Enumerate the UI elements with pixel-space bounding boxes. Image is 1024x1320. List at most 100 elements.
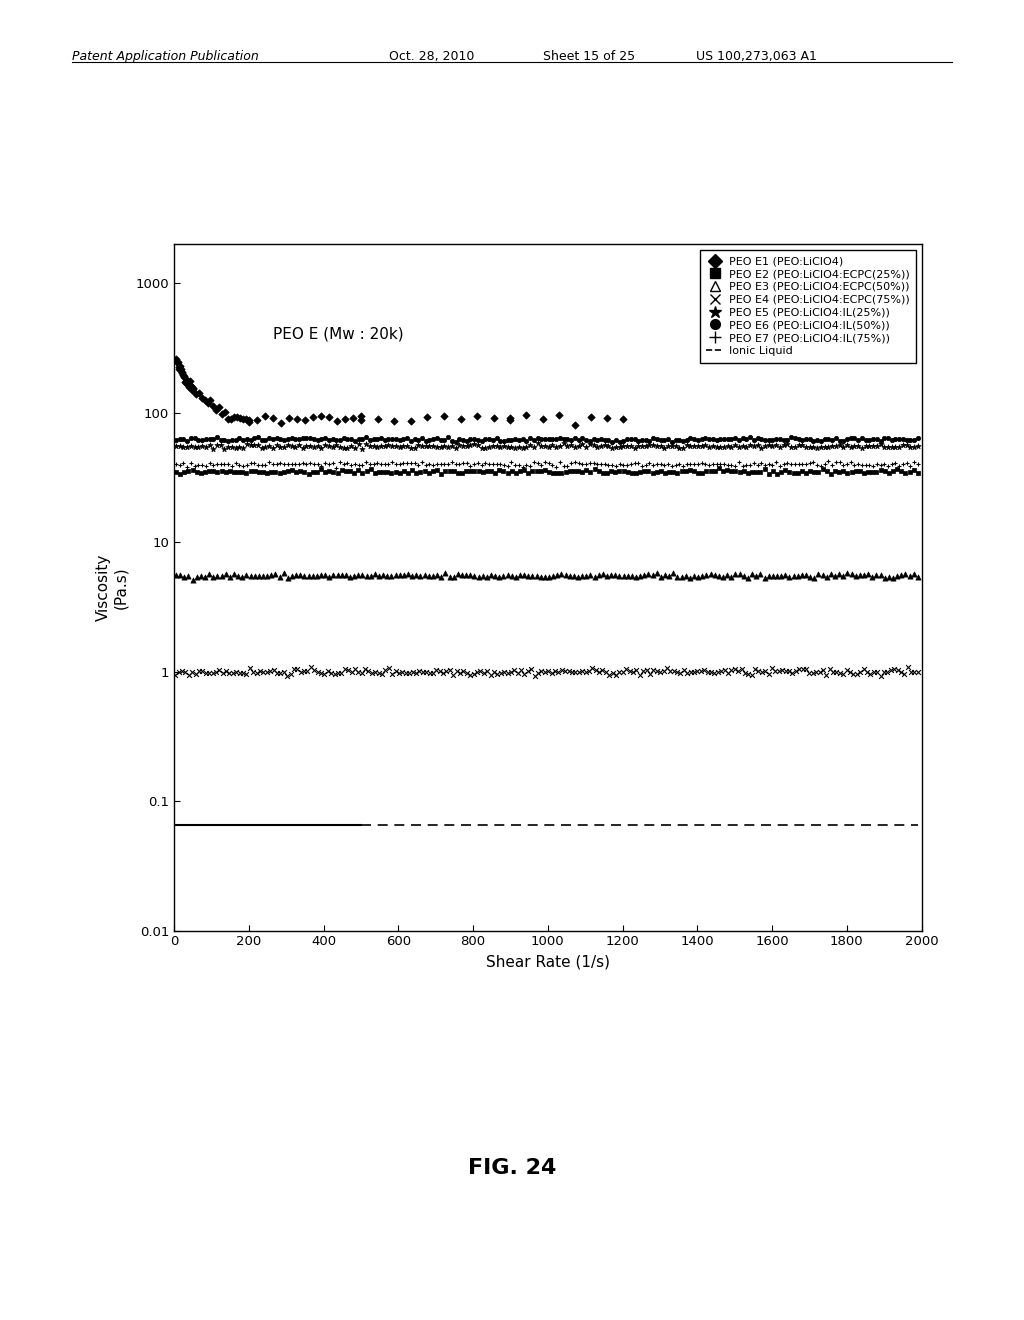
- Point: [268, 661, 285, 682]
- Point: [537, 451, 553, 473]
- Point: [520, 660, 537, 681]
- Point: [761, 663, 777, 684]
- Point: [421, 436, 437, 457]
- Point: [198, 436, 214, 457]
- Point: [693, 429, 710, 450]
- Point: [779, 429, 796, 450]
- Point: [623, 428, 639, 449]
- Point: [857, 455, 873, 477]
- Point: [656, 429, 673, 450]
- Point: [415, 661, 431, 682]
- Point: [893, 459, 909, 480]
- Point: [447, 438, 464, 459]
- Point: [716, 454, 732, 475]
- Point: [883, 660, 899, 681]
- Point: [388, 429, 404, 450]
- Point: [510, 663, 526, 684]
- Point: [317, 565, 334, 586]
- Point: [615, 461, 632, 482]
- Point: [559, 428, 575, 449]
- Point: [209, 426, 225, 447]
- Point: [738, 429, 755, 450]
- Point: [794, 434, 810, 455]
- Point: [645, 434, 662, 455]
- Point: [322, 461, 338, 482]
- Point: [906, 661, 923, 682]
- Point: [845, 663, 861, 684]
- Point: [352, 409, 370, 430]
- Point: [632, 462, 648, 483]
- Point: [541, 462, 557, 483]
- Point: [264, 453, 281, 474]
- Point: [177, 372, 194, 393]
- Point: [623, 436, 639, 457]
- Point: [784, 663, 801, 684]
- Point: [391, 462, 408, 483]
- Point: [481, 454, 498, 475]
- Point: [547, 661, 563, 682]
- Point: [263, 462, 280, 483]
- Point: [402, 453, 419, 474]
- Point: [312, 564, 329, 585]
- Point: [211, 397, 227, 418]
- Point: [727, 455, 743, 477]
- Point: [316, 428, 333, 449]
- Point: [425, 454, 441, 475]
- Point: [809, 437, 825, 458]
- Point: [690, 566, 707, 587]
- Point: [545, 454, 561, 475]
- Point: [720, 436, 736, 457]
- Point: [902, 437, 919, 458]
- Point: [302, 453, 318, 474]
- Point: [503, 437, 519, 458]
- Point: [218, 660, 234, 681]
- Point: [239, 434, 255, 455]
- Point: [246, 428, 262, 449]
- Point: [302, 428, 318, 449]
- Point: [330, 663, 346, 684]
- Point: [190, 454, 207, 475]
- Point: [168, 565, 184, 586]
- Point: [347, 453, 364, 474]
- Point: [503, 429, 519, 450]
- Point: [511, 455, 527, 477]
- Point: [384, 664, 400, 685]
- Point: [620, 565, 636, 586]
- Point: [462, 428, 478, 449]
- Point: [197, 462, 213, 483]
- Point: [528, 565, 545, 586]
- Point: [425, 663, 441, 684]
- Point: [689, 660, 706, 681]
- Point: [421, 663, 437, 684]
- Point: [469, 661, 485, 682]
- Point: [827, 428, 844, 449]
- Point: [816, 454, 833, 475]
- Point: [872, 430, 889, 451]
- Point: [287, 436, 303, 457]
- Point: [436, 436, 453, 457]
- Point: [242, 657, 258, 678]
- Point: [300, 463, 316, 484]
- Point: [432, 453, 449, 474]
- Point: [205, 454, 221, 475]
- Point: [634, 429, 650, 450]
- Point: [182, 371, 199, 392]
- Point: [599, 462, 615, 483]
- Point: [902, 455, 919, 477]
- Point: [548, 457, 564, 478]
- Point: [570, 661, 587, 682]
- Point: [394, 661, 411, 682]
- Point: [611, 454, 628, 475]
- Point: [656, 454, 673, 475]
- Point: [666, 660, 682, 681]
- Point: [727, 659, 743, 680]
- Point: [230, 565, 247, 586]
- Point: [184, 661, 201, 682]
- Point: [880, 455, 896, 477]
- Point: [872, 433, 889, 454]
- Point: [566, 451, 583, 473]
- Point: [321, 453, 337, 474]
- Point: [822, 463, 839, 484]
- Point: [410, 434, 426, 455]
- Point: [234, 437, 251, 458]
